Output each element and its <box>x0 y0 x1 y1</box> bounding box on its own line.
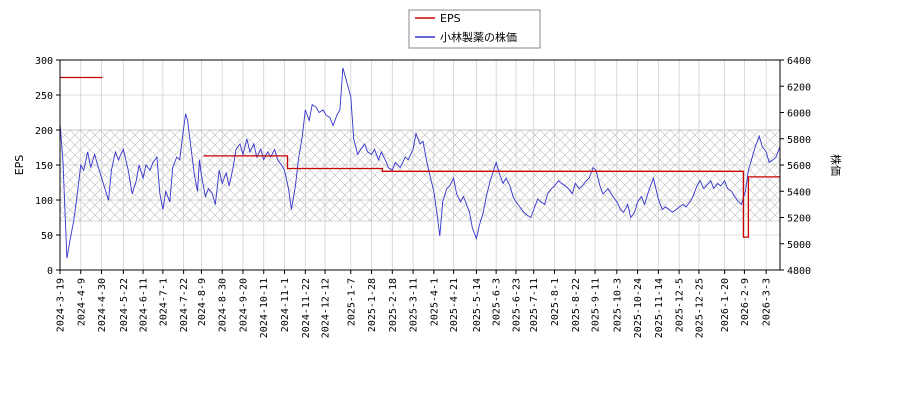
left-tick-label: 0 <box>47 266 53 277</box>
x-tick-label: 2024-11-22 <box>301 278 312 338</box>
left-tick-label: 100 <box>35 196 53 207</box>
x-tick-label: 2024-8-30 <box>218 278 229 332</box>
left-tick-label: 250 <box>35 91 53 102</box>
left-axis-label: EPS <box>13 155 26 176</box>
x-tick-label: 2024-7-22 <box>179 278 190 332</box>
x-tick-label: 2026-2-9 <box>740 278 751 326</box>
series-layer <box>59 67 781 259</box>
x-tick-label: 2024-9-20 <box>238 278 249 332</box>
right-tick-label: 5800 <box>787 135 811 146</box>
left-axis-ticks: 0 50 100 150 200 250 300 <box>35 56 60 277</box>
right-tick-label: 6400 <box>787 56 811 67</box>
x-tick-label: 2024-6-11 <box>139 278 150 332</box>
right-tick-label: 4800 <box>787 266 811 277</box>
x-tick-label: 2025-5-14 <box>472 278 483 332</box>
x-tick-label: 2025-2-18 <box>388 278 399 332</box>
right-tick-label: 6000 <box>787 109 811 120</box>
x-tick-label: 2024-5-22 <box>119 278 130 332</box>
x-tick-label: 2024-7-1 <box>158 278 169 326</box>
stock-price-line <box>59 67 781 259</box>
x-tick-label: 2024-10-11 <box>259 278 270 338</box>
x-tick-label: 2025-9-11 <box>591 278 602 332</box>
right-tick-label: 5000 <box>787 240 811 251</box>
legend-eps-label: EPS <box>440 12 461 25</box>
x-tick-label: 2026-1-20 <box>720 278 731 332</box>
legend-price-label: 小林製薬の株価 <box>440 30 517 44</box>
x-tick-label: 2025-10-3 <box>612 278 623 332</box>
right-tick-label: 5400 <box>787 187 811 198</box>
x-tick-label: 2026-3-3 <box>762 278 773 326</box>
right-axis-ticks: 4800 5000 5200 5400 5600 5800 6000 6200 6400 <box>780 56 811 277</box>
x-tick-label: 2025-7-11 <box>529 278 540 332</box>
x-tick-label: 2025-12-5 <box>675 278 686 332</box>
x-tick-label: 2024-8-9 <box>197 278 208 326</box>
left-tick-label: 150 <box>35 161 53 172</box>
x-tick-label: 2024-3-19 <box>56 278 67 332</box>
right-tick-label: 5200 <box>787 214 811 225</box>
x-tick-label: 2025-1-7 <box>346 278 357 326</box>
right-axis-label: 株価 <box>829 154 843 176</box>
right-tick-label: 6200 <box>787 82 811 93</box>
x-tick-label: 2025-10-24 <box>633 278 644 338</box>
x-tick-label: 2025-8-22 <box>571 278 582 332</box>
legend: EPS 小林製薬の株価 <box>408 9 541 49</box>
x-tick-label: 2024-4-30 <box>97 278 108 332</box>
x-tick-label: 2025-3-11 <box>409 278 420 332</box>
x-tick-label: 2025-4-21 <box>449 278 460 332</box>
x-tick-label: 2024-11-1 <box>280 278 291 332</box>
hatched-band <box>59 129 781 222</box>
eps-step-line <box>60 76 780 238</box>
right-tick-label: 5600 <box>787 161 811 172</box>
left-tick-label: 300 <box>35 56 53 67</box>
x-tick-label: 2025-11-14 <box>654 278 665 338</box>
left-tick-label: 200 <box>35 126 53 137</box>
x-tick-label: 2025-6-3 <box>492 278 503 326</box>
legend-box <box>408 9 541 49</box>
x-tick-label: 2025-12-25 <box>694 278 705 338</box>
x-tick-label: 2025-8-1 <box>550 278 561 326</box>
x-tick-label: 2024-4-9 <box>76 278 87 326</box>
left-tick-label: 50 <box>41 231 53 242</box>
x-axis-ticks: 2024-3-19 2024-4-9 2024-4-30 2024-5-22 2024-… <box>56 270 773 338</box>
x-tick-label: 2024-12-12 <box>321 278 332 338</box>
x-tick-label: 2025-6-23 <box>511 278 522 332</box>
x-tick-label: 2025-4-1 <box>429 278 440 326</box>
x-tick-label: 2025-1-28 <box>367 278 378 332</box>
